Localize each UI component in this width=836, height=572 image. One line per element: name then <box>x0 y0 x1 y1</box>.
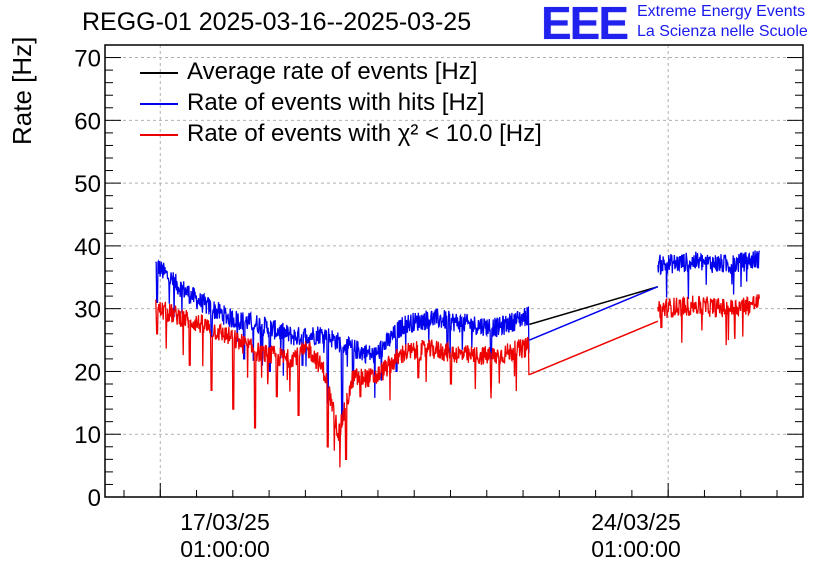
legend-line-chi2 <box>140 134 178 136</box>
legend-label-hits: Rate of events with hits [Hz] <box>187 89 485 116</box>
org-name-line1: Extreme Energy Events <box>637 3 806 20</box>
x-tick-label-2-time: 01:00:00 <box>591 536 681 562</box>
legend-label-chi2: Rate of events with χ² < 10.0 [Hz] <box>187 120 542 147</box>
eee-logo: EEE <box>541 0 629 49</box>
x-tick-label-1-time: 01:00:00 <box>180 536 270 562</box>
x-tick-label-2-date: 24/03/25 <box>591 509 681 535</box>
chart-title: REGG-01 2025-03-16--2025-03-25 <box>82 8 472 36</box>
org-name-line2: La Scienza nelle Scuole <box>637 23 808 40</box>
gap-line-0 <box>529 285 659 326</box>
y-tick-label-40: 40 <box>74 234 101 261</box>
y-tick-label-50: 50 <box>74 171 101 198</box>
legend-label-average: Average rate of events [Hz] <box>187 58 478 85</box>
gap-line-2 <box>529 320 659 376</box>
plot-frame <box>104 44 804 498</box>
series-line-1-seg-0 <box>155 299 530 468</box>
legend-line-hits <box>140 103 178 105</box>
y-tick-label-60: 60 <box>74 108 101 135</box>
x-tick-label-1-date: 17/03/25 <box>180 509 270 535</box>
series-line-1-seg-1 <box>657 294 760 346</box>
y-tick-label-20: 20 <box>74 359 101 386</box>
y-tick-label-70: 70 <box>74 46 101 73</box>
gap-line-1 <box>529 286 659 341</box>
y-axis-label: Rate [Hz] <box>7 36 37 145</box>
legend-line-average <box>140 72 178 74</box>
y-tick-label-10: 10 <box>74 422 101 449</box>
y-tick-label-0: 0 <box>88 485 101 512</box>
series-line-0-seg-1 <box>657 250 760 300</box>
y-tick-label-30: 30 <box>74 297 101 324</box>
